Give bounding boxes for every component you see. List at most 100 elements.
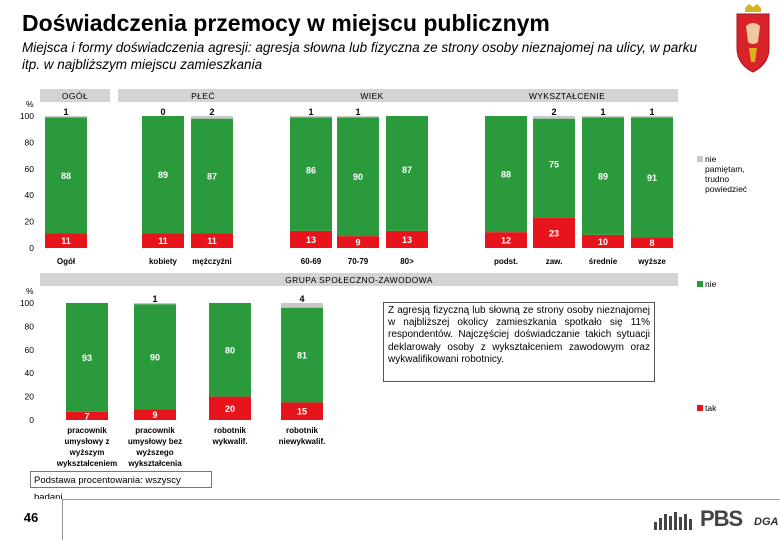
chart2-category-label: wykształceniem: [56, 459, 117, 468]
chart1-label-nie: 89: [598, 172, 608, 182]
chart1-bar-tak: [142, 233, 184, 248]
chart1-bar-nie: [386, 116, 428, 231]
chart1-bar-nie: [533, 118, 575, 218]
chart1-category-label: 60-69: [301, 257, 322, 266]
chart1-label-nie: 88: [501, 170, 511, 180]
chart1-bar-nie-pamietam: [582, 116, 624, 118]
chart1-group-header-bg: [118, 89, 288, 102]
chart2-bar-tak: [281, 402, 323, 420]
chart1-bar-tak: [290, 230, 332, 248]
chart1-label-top: 0: [160, 107, 165, 117]
chart2-bar-nie-pamietam: [134, 303, 176, 305]
chart1-ytick: 40: [25, 190, 35, 200]
chart1-category-label: podst.: [494, 257, 518, 266]
chart1-bar-nie: [45, 117, 87, 234]
chart2-category-label: umysłowy bez: [128, 437, 182, 446]
chart1-bar-nie: [337, 117, 379, 237]
chart1-label-nie: 86: [306, 166, 316, 176]
chart1-bar-nie: [485, 116, 527, 233]
chart1-bar-nie-pamietam: [45, 116, 87, 118]
legend-label-nie-pamietam: nie: [705, 154, 717, 164]
chart2-ytick: 0: [29, 415, 34, 425]
chart2-bar-nie: [134, 304, 176, 410]
legend-label-nie-pamietam: pamiętam,: [705, 164, 745, 174]
chart2-label-tak: 15: [297, 407, 307, 417]
chart1-category-label: kobiety: [149, 257, 178, 266]
chart1-label-tak: 23: [549, 228, 559, 238]
page-number: 46: [0, 499, 63, 540]
chart1-label-top: 2: [209, 107, 214, 117]
chart2-label-nie: 80: [225, 345, 235, 355]
basis-note: Podstawa procentowania: wszyscy badani: [30, 471, 212, 503]
chart1-bar-tak: [191, 233, 233, 248]
chart-note: Z agresją fizyczną lub słowną ze strony …: [383, 302, 655, 382]
chart1-group-header-bg: [288, 89, 456, 102]
chart1-label-nie: 90: [353, 172, 363, 182]
page-title: Doświadczenia przemocy w miejscu publicz…: [22, 10, 550, 36]
chart1-category-label: zaw.: [546, 257, 563, 266]
chart1-bar-tak: [337, 236, 379, 248]
chart1-bar-nie-pamietam: [631, 116, 673, 118]
chart1-group-header: WYKSZTAŁCENIE: [529, 91, 605, 101]
chart1-bar-tak: [533, 217, 575, 248]
footer-rule: [62, 499, 780, 500]
chart1-category-label: 70-79: [348, 257, 369, 266]
chart2-category-label: niewykwalif.: [279, 437, 326, 446]
chart1-group-header-bg: [40, 89, 110, 102]
chart2-category-label: pracownik: [135, 426, 175, 435]
chart2-bar-tak: [66, 411, 108, 420]
chart2-ytick: 80: [25, 321, 35, 331]
chart1-ytick: 80: [25, 137, 35, 147]
chart1-group-header: WIEK: [360, 91, 383, 101]
chart2-bar-nie: [209, 303, 251, 397]
chart1-label-nie: 89: [158, 170, 168, 180]
chart1-ylabel: %: [26, 99, 34, 109]
chart2-label-top: 4: [299, 294, 304, 304]
chart1-category-label: średnie: [589, 257, 618, 266]
chart1-category-label: Ogół: [57, 257, 76, 266]
chart1-group-header: PŁEĆ: [191, 91, 215, 101]
pbs-logo: PBS DGA: [650, 506, 780, 536]
chart1-category-label: wyższe: [637, 257, 666, 266]
chart2-label-nie: 81: [297, 351, 307, 361]
chart1-ytick: 60: [25, 164, 35, 174]
chart2-category-label: robotnik: [286, 426, 319, 435]
chart1-bar-tak: [485, 232, 527, 248]
logo-name: PBS: [700, 506, 743, 531]
chart1-group-header-bg: [456, 89, 678, 102]
chart1-label-top: 1: [308, 107, 313, 117]
chart2-label-tak: 7: [84, 411, 89, 421]
chart2-label-top: 1: [152, 294, 157, 304]
chart1-label-tak: 10: [598, 237, 608, 247]
chart2-category-label: wyższego: [135, 448, 173, 457]
legend-swatch-nie-pamietam: [697, 156, 703, 162]
crest-icon: [736, 4, 770, 73]
legend-label-tak: tak: [705, 403, 717, 413]
chart1-bar-nie: [191, 118, 233, 234]
chart1-label-tak: 9: [355, 238, 360, 248]
chart1-bar-nie: [582, 117, 624, 235]
chart1-label-tak: 11: [158, 236, 168, 246]
chart1-label-nie: 87: [402, 165, 412, 175]
chart2-group-header: GRUPA SPOŁECZNO-ZAWODOWA: [285, 275, 433, 285]
chart1-label-tak: 13: [402, 235, 412, 245]
chart1-label-nie: 75: [549, 160, 559, 170]
logo-sub: DGA: [754, 516, 779, 528]
chart1-category-label: mężczyźni: [192, 257, 232, 266]
chart1-bar-nie-pamietam: [533, 116, 575, 119]
chart1-label-tak: 11: [61, 236, 71, 246]
chart1-bar-tak: [631, 237, 673, 248]
chart2-bar-nie: [281, 307, 323, 403]
chart1-label-top: 2: [551, 107, 556, 117]
chart1-category-label: 80>: [400, 257, 414, 266]
chart1-label-tak: 13: [306, 235, 316, 245]
chart2-ytick: 60: [25, 345, 35, 355]
chart2-ytick: 40: [25, 368, 35, 378]
chart1-bar-tak: [386, 230, 428, 248]
chart2-category-label: robotnik: [214, 426, 247, 435]
chart1-bar-nie-pamietam: [191, 116, 233, 119]
chart2-category-label: wyższym: [69, 448, 105, 457]
chart1-bar-tak: [582, 234, 624, 248]
chart1-bar-tak: [45, 233, 87, 248]
